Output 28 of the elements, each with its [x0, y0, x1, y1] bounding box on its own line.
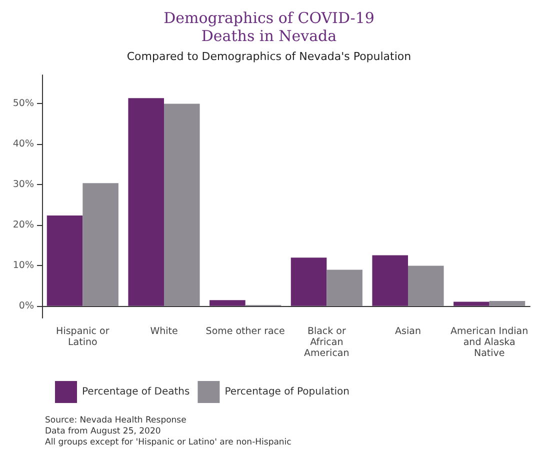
y-tick-label: 10% [12, 260, 34, 271]
x-tick-label: Hispanic or Latino [56, 326, 110, 348]
y-tick-label: 0% [18, 300, 34, 312]
legend-label: Percentage of Deaths [82, 386, 190, 398]
bar [454, 302, 490, 306]
bar [164, 104, 200, 306]
y-tick-label: 20% [12, 219, 34, 230]
bar [372, 255, 408, 306]
bar [489, 300, 526, 306]
bar [408, 266, 444, 306]
y-tick-label: 50% [12, 98, 34, 109]
bar [46, 216, 83, 306]
x-tick-label: Black or African American [304, 326, 350, 359]
chart-title: Demographics of COVID-19 Deaths in Nevada [164, 9, 374, 45]
x-tick-label: Some other race [206, 326, 286, 337]
y-tick-label: 30% [12, 178, 34, 190]
x-tick-label: Asian [395, 326, 421, 337]
y-tick-label: 40% [12, 138, 34, 150]
bar [290, 258, 327, 306]
source-note: Source: Nevada Health Response Data from August 25, 2020 All groups except for 'Hispanic or Latino' are non-Hispanic [45, 416, 292, 448]
chart-subtitle: Compared to Demographics of Nevada's Population [126, 50, 412, 63]
x-tick-label: White [150, 326, 178, 337]
bar [82, 183, 118, 306]
bar [210, 300, 246, 306]
x-tick-label: American Indian and Alaska Native [450, 326, 528, 359]
legend-label: Percentage of Population [224, 386, 350, 398]
bar [326, 270, 362, 306]
bar [128, 98, 164, 306]
